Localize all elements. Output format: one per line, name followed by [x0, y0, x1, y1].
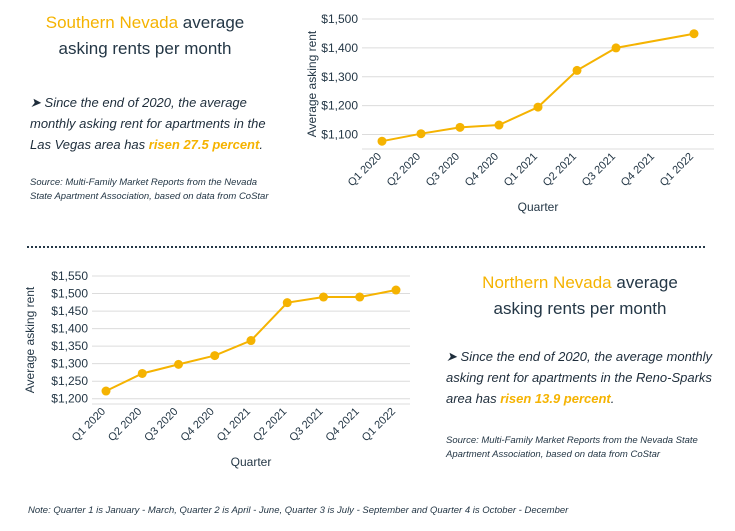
north-data-point	[137, 368, 147, 378]
south-xtick-label: Q2 2020	[385, 151, 423, 189]
north-x-axis-label: Quarter	[231, 455, 272, 469]
north-ytick-label: $1,350	[51, 339, 88, 353]
south-summary-end: .	[259, 137, 263, 152]
north-ytick-label: $1,450	[51, 304, 88, 318]
arrow-icon: ➤	[446, 349, 457, 364]
north-xtick-label: Q2 2021	[251, 406, 289, 444]
south-xtick-label: Q4 2020	[463, 151, 501, 189]
section-divider	[27, 246, 705, 248]
south-data-point	[533, 102, 543, 112]
south-title-rest: average	[178, 13, 245, 32]
south-xtick-label: Q3 2020	[424, 151, 462, 189]
south-data-point	[689, 29, 699, 39]
south-ytick-label: $1,300	[321, 70, 358, 84]
south-series-line	[381, 32, 695, 143]
north-xtick-label: Q1 2020	[70, 406, 108, 444]
north-ytick-label: $1,300	[51, 357, 88, 371]
north-xtick-label: Q3 2020	[142, 406, 180, 444]
south-title: Southern Nevada average asking rents per…	[10, 10, 280, 62]
north-xtick-label: Q4 2021	[324, 406, 362, 444]
footnote: Note: Quarter 1 is January - March, Quar…	[28, 505, 569, 516]
north-xtick-label: Q1 2021	[215, 406, 253, 444]
north-xtick-label: Q1 2022	[360, 406, 398, 444]
north-data-point	[391, 285, 401, 295]
south-source: Source: Multi-Family Market Reports from…	[30, 177, 269, 202]
north-summary-end: .	[610, 391, 615, 406]
south-summary-highlight: risen 27.5 percent	[148, 137, 260, 152]
north-data-point	[246, 336, 256, 346]
north-summary-text: Since the end of 2020, the average month…	[446, 349, 713, 406]
south-data-point	[572, 65, 582, 75]
north-chart: $1,200 $1,250 $1,300 $1,350 $1,400 $1,450 $1,5…	[23, 269, 410, 469]
south-x-axis-label: Quarter	[518, 200, 559, 214]
south-data-point	[416, 129, 426, 139]
north-summary-highlight: risen 13.9 percent	[500, 391, 611, 406]
north-source: Source: Multi-Family Market Reports from…	[446, 435, 698, 460]
south-ytick-label: $1,100	[321, 128, 358, 142]
south-summary: ➤ Since the end of 2020, the average mon…	[30, 92, 290, 155]
north-ytick-label: $1,500	[51, 287, 88, 301]
north-ytick-label: $1,400	[51, 322, 88, 336]
north-data-point	[174, 359, 183, 369]
south-y-axis-label: Average asking rent	[305, 30, 319, 137]
north-ytick-label: $1,200	[51, 392, 88, 406]
south-xtick-label: Q3 2021	[580, 151, 618, 189]
south-title-highlight: Southern Nevada	[45, 13, 179, 32]
south-xtick-label: Q1 2021	[502, 151, 540, 189]
south-summary-text: Since the end of 2020, the average month…	[30, 95, 266, 152]
north-title-rest: average	[611, 273, 678, 292]
north-ytick-label: $1,250	[51, 374, 88, 388]
north-title-line2: asking rents per month	[493, 299, 667, 318]
south-data-point	[611, 43, 621, 53]
south-ytick-label: $1,200	[321, 99, 358, 113]
south-data-point	[455, 122, 465, 132]
north-xtick-label: Q2 2020	[106, 406, 144, 444]
north-summary: ➤ Since the end of 2020, the average mon…	[446, 346, 721, 409]
south-xtick-label: Q1 2022	[658, 151, 696, 189]
north-data-point	[101, 386, 111, 396]
north-data-point	[210, 351, 220, 361]
south-xtick-label: Q4 2021	[619, 151, 657, 189]
north-y-axis-label: Average asking rent	[23, 286, 37, 393]
north-xtick-label: Q4 2020	[179, 406, 217, 444]
north-ytick-label: $1,550	[51, 269, 88, 283]
north-data-point	[319, 292, 328, 302]
south-xtick-label: Q2 2021	[541, 151, 579, 189]
south-ytick-label: $1,400	[321, 41, 358, 55]
north-data-point	[282, 298, 292, 308]
south-data-point	[377, 136, 387, 146]
south-data-point	[494, 120, 504, 130]
arrow-icon: ➤	[30, 95, 41, 110]
south-xtick-label: Q1 2020	[346, 151, 384, 189]
south-title-line2: asking rents per month	[58, 39, 232, 58]
north-title: Northern Nevada average asking rents per…	[440, 270, 720, 322]
north-title-highlight: Northern Nevada	[482, 273, 612, 292]
south-ytick-label: $1,500	[321, 12, 358, 26]
north-xtick-label: Q3 2021	[287, 406, 325, 444]
north-data-point	[355, 292, 365, 302]
